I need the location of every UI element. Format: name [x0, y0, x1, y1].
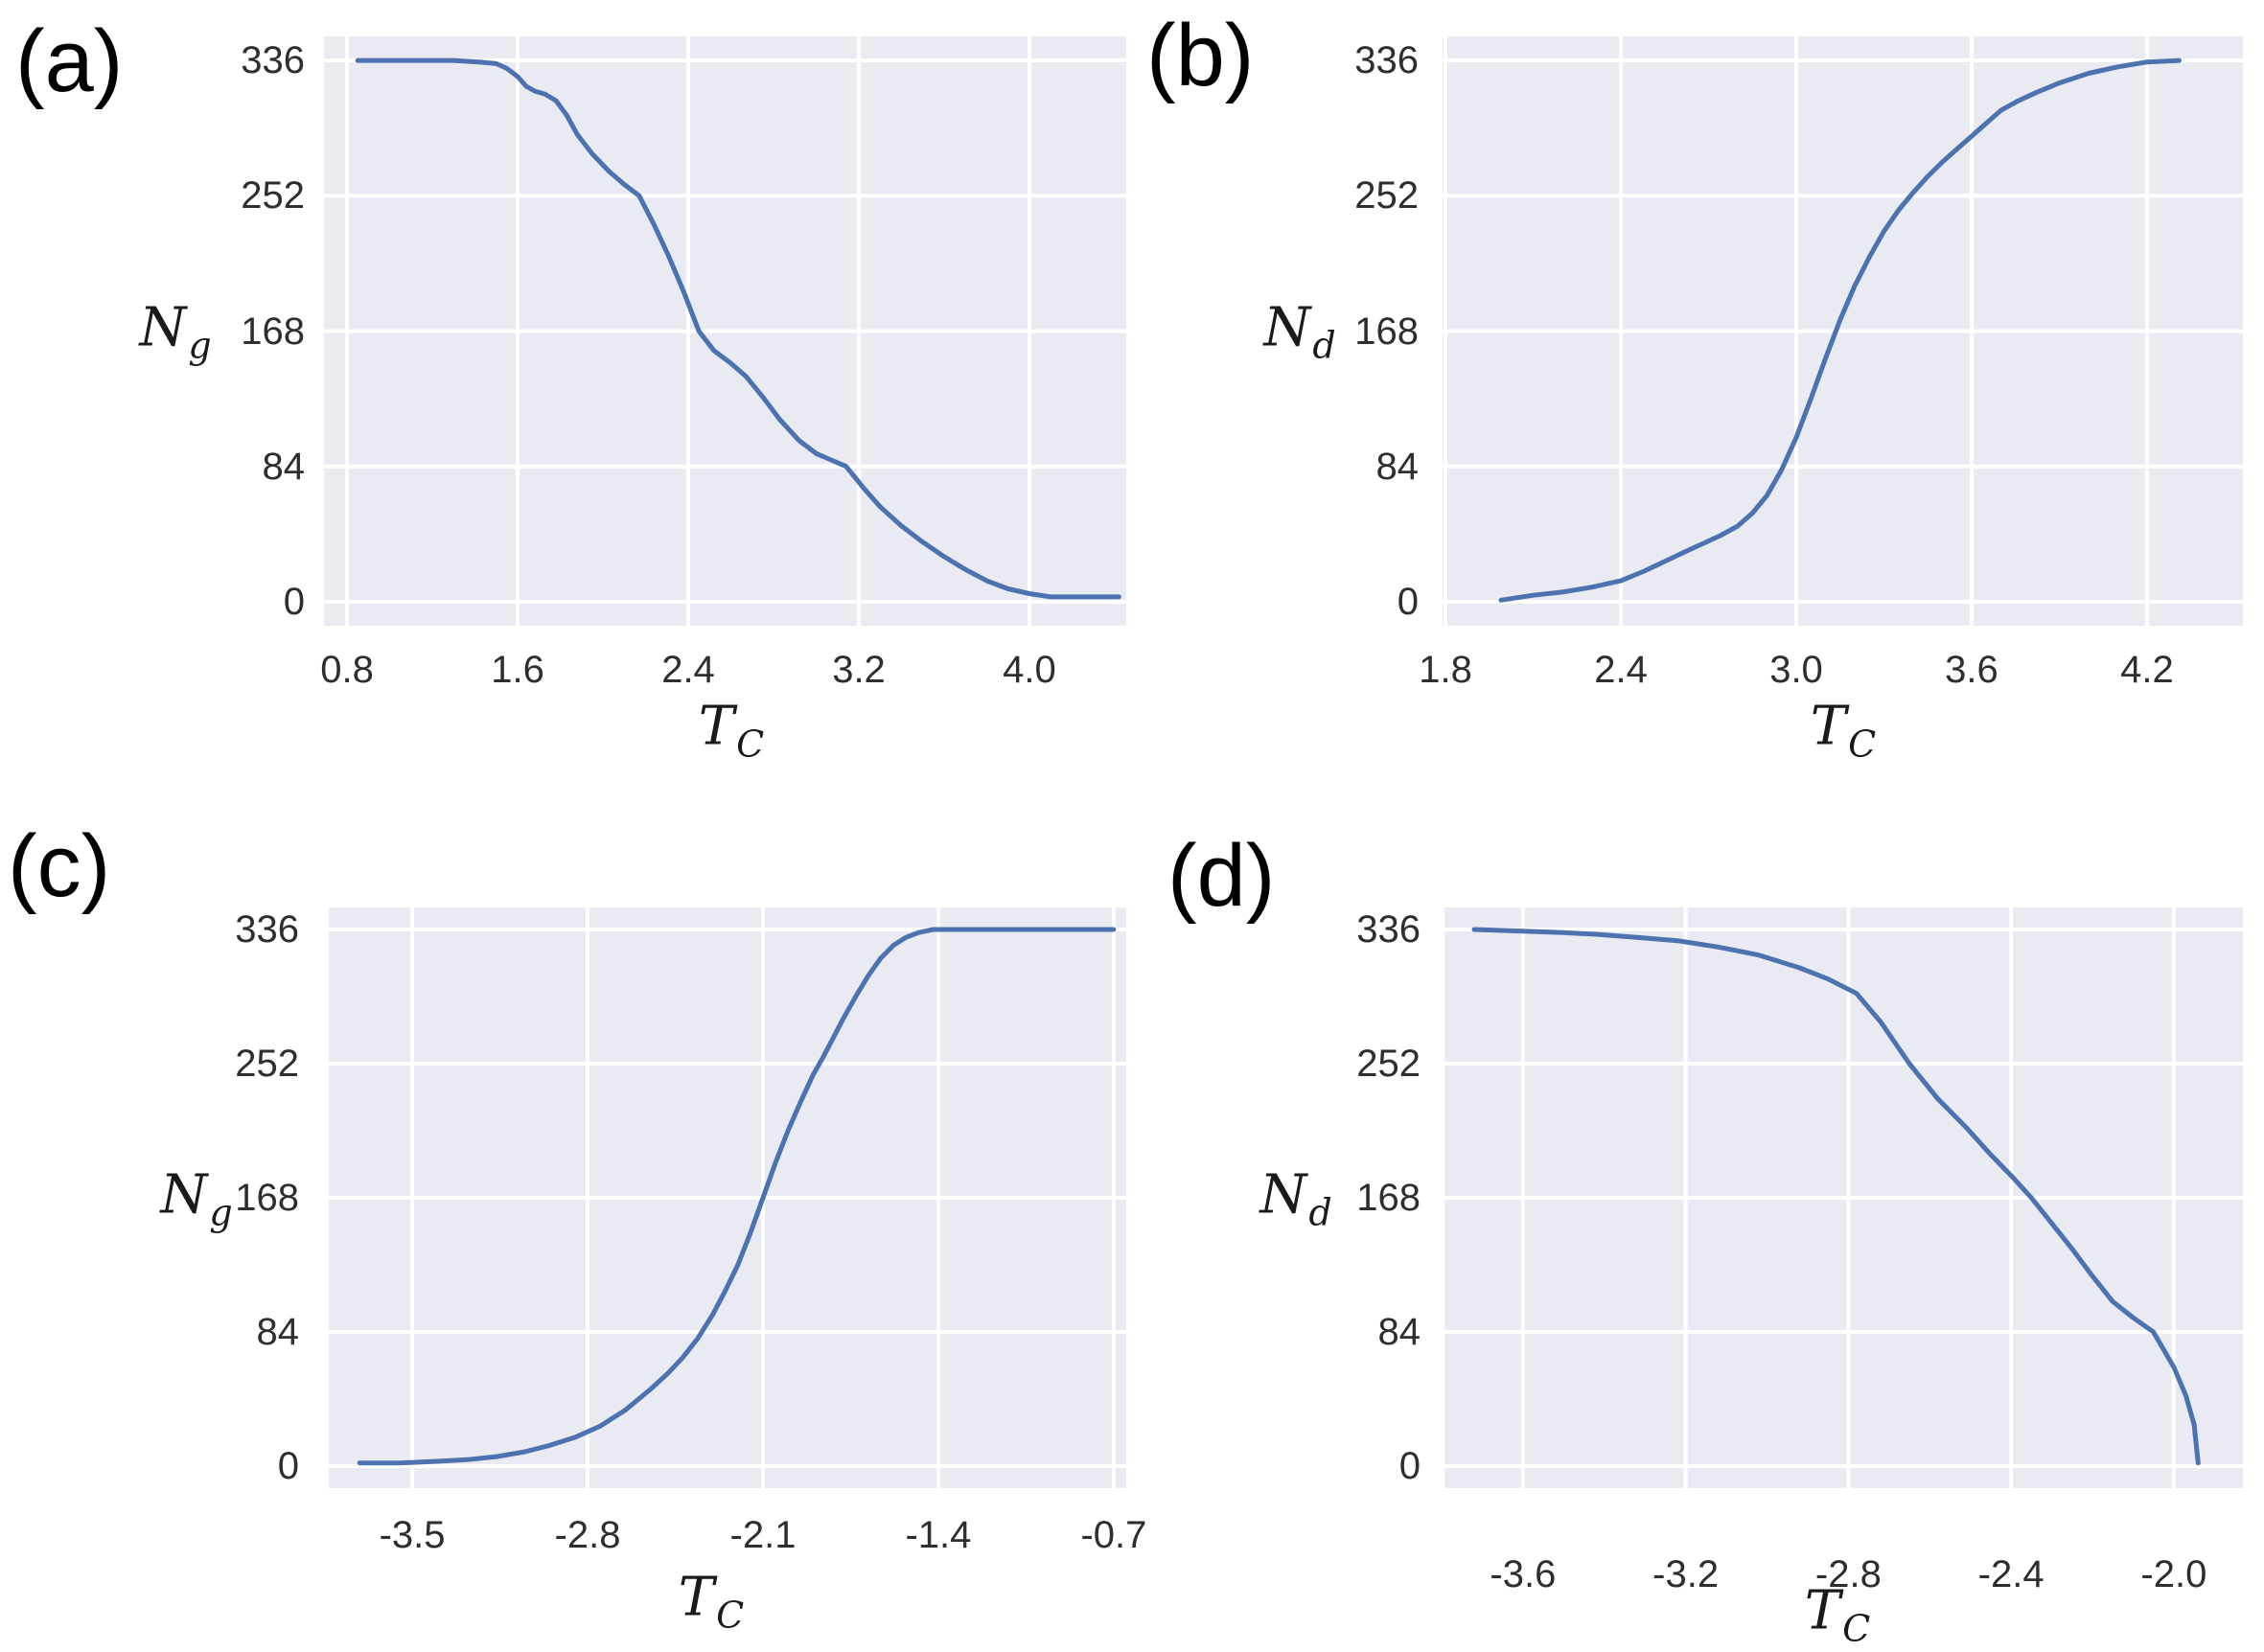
panel-c-x-tick-label: -2.8: [554, 1514, 621, 1556]
x-axis-label-base: T: [678, 1566, 715, 1629]
x-axis-label-base: T: [1804, 1579, 1841, 1642]
panel-b-plot-area: [1443, 36, 2243, 626]
panel-d-x-tick-label: -2.0: [2140, 1553, 2207, 1595]
panel-c-y-tick-label: 84: [256, 1311, 300, 1353]
panel-a-y-tick-label: 252: [241, 174, 305, 218]
panel-a-x-tick-label: 3.2: [832, 649, 886, 691]
panel-a-y-tick-label: 0: [283, 580, 305, 623]
y-axis-label-base: N: [1263, 296, 1311, 359]
panel-c-x-tick-label: -2.1: [729, 1514, 797, 1556]
panel-a-y-tick-label: 336: [241, 39, 305, 82]
y-axis-label-subscript: g: [209, 1191, 233, 1234]
panel-c-y-tick-label: 252: [235, 1043, 299, 1085]
panel-c-y-axis-label: Ng: [160, 1168, 232, 1231]
panel-c-curve: [357, 927, 1117, 1466]
panel-b-x-axis-label: TC: [1811, 700, 1876, 763]
panel-a-y-tick-label: 168: [241, 310, 305, 353]
panel-d-curve: [1471, 927, 2201, 1466]
panel-d-y-tick-label: 252: [1356, 1043, 1421, 1085]
panel-d-x-tick-label: -2.8: [1814, 1553, 1882, 1595]
panel-d-y-axis-label: Nd: [1259, 1168, 1331, 1231]
panel-b-y-tick-label: 168: [1354, 310, 1419, 353]
panel-d-x-axis-label: TC: [1805, 1584, 1870, 1647]
panel-d-y-tick-label: 168: [1356, 1177, 1421, 1219]
panel-a-x-tick-label: 0.8: [320, 649, 374, 691]
x-axis-label-subscript: C: [736, 723, 765, 766]
panel-b-x-tick-label: 2.4: [1594, 649, 1648, 691]
panel-d-plot-area: [1444, 907, 2243, 1488]
panel-c-x-tick-label: -3.5: [379, 1514, 446, 1556]
panel-b-y-axis-label: Nd: [1263, 301, 1335, 364]
panel-c-x-axis-label: TC: [679, 1571, 744, 1634]
panel-a-curve: [355, 57, 1121, 600]
panel-label-d: (d): [1167, 827, 1276, 925]
panel-c-x-tick-label: -1.4: [905, 1514, 972, 1556]
y-axis-label-subscript: g: [188, 324, 212, 367]
panel-d-y-tick-label: 336: [1356, 908, 1421, 951]
panel-b-x-tick-label: 4.2: [2120, 649, 2174, 691]
panel-a-x-tick-label: 2.4: [661, 649, 715, 691]
y-axis-label-base: N: [160, 1163, 208, 1227]
panel-a-x-tick-label: 1.6: [491, 649, 544, 691]
panel-d-x-tick-label: -3.2: [1652, 1553, 1720, 1595]
panel-c-y-tick-label: 0: [277, 1445, 299, 1487]
panel-b-y-tick-label: 84: [1375, 445, 1420, 488]
y-axis-label-subscript: d: [1308, 1191, 1332, 1234]
panel-d-x-tick-label: -3.6: [1490, 1553, 1557, 1595]
panel-d-y-tick-label: 84: [1377, 1311, 1421, 1353]
x-axis-label-subscript: C: [1842, 1607, 1871, 1650]
panel-label-a: (a): [15, 12, 124, 110]
panel-a-x-tick-label: 4.0: [1003, 649, 1056, 691]
panel-label-b: (b): [1146, 7, 1255, 104]
panel-b-y-tick-label: 252: [1354, 174, 1419, 218]
panel-a-plot-area: [324, 36, 1126, 626]
x-axis-label-subscript: C: [1848, 723, 1877, 766]
y-axis-label-subscript: d: [1312, 324, 1336, 367]
panel-b-curve: [1498, 57, 2182, 603]
panel-c-y-tick-label: 168: [235, 1177, 299, 1219]
panel-a-y-axis-label: Ng: [139, 301, 211, 364]
panel-b-x-tick-label: 3.6: [1945, 649, 1998, 691]
panel-c-plot-area: [329, 907, 1126, 1488]
panel-label-c: (c): [8, 817, 111, 915]
panel-b-y-tick-label: 336: [1354, 39, 1419, 82]
y-axis-label-base: N: [1259, 1163, 1307, 1227]
x-axis-label-base: T: [1810, 695, 1847, 758]
panel-b-x-tick-label: 3.0: [1769, 649, 1823, 691]
panel-d-y-tick-label: 0: [1398, 1445, 1421, 1487]
panel-b-x-tick-label: 1.8: [1419, 649, 1472, 691]
panel-c-x-tick-label: -0.7: [1080, 1514, 1147, 1556]
x-axis-label-base: T: [698, 695, 735, 758]
x-axis-label-subscript: C: [716, 1594, 745, 1637]
y-axis-label-base: N: [139, 296, 187, 359]
panel-a-x-axis-label: TC: [699, 700, 764, 763]
panel-b-y-tick-label: 0: [1397, 580, 1419, 623]
panel-c-y-tick-label: 336: [235, 908, 299, 951]
panel-a-y-tick-label: 84: [262, 445, 306, 488]
panel-d-x-tick-label: -2.4: [1977, 1553, 2045, 1595]
